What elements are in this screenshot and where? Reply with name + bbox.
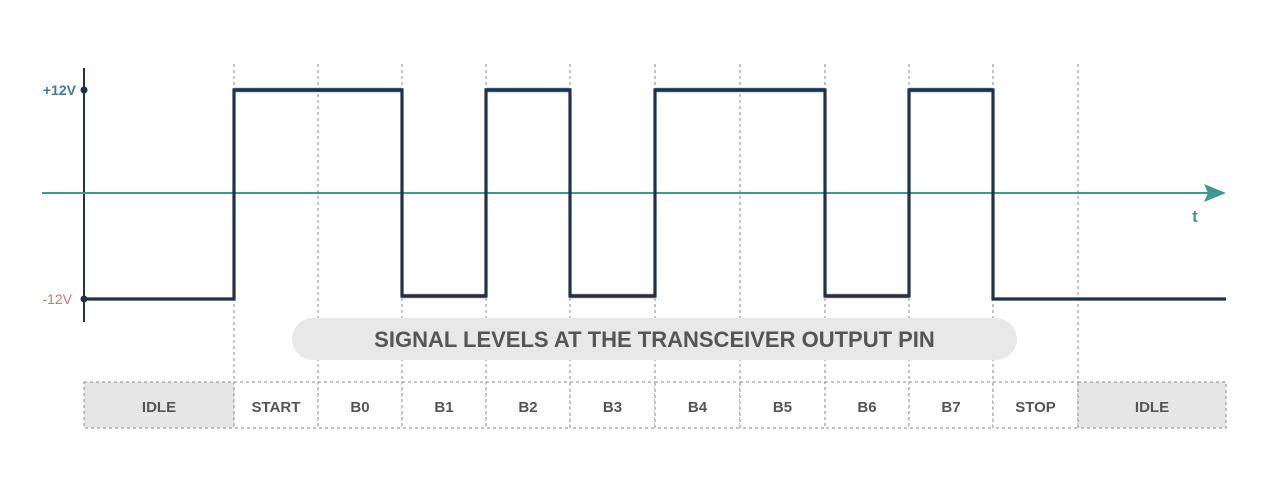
segment-label: STOP <box>1015 399 1056 416</box>
segment-label: B7 <box>941 399 960 416</box>
segment-label: B2 <box>518 399 537 416</box>
segment-row: IDLE START B0 B1 B2 B3 B4 B5 B6 B7 STOP IDLE <box>83 381 1227 429</box>
segment-label: B4 <box>688 399 708 416</box>
diagram-title: SIGNAL LEVELS AT THE TRANSCEIVER OUTPUT … <box>374 327 935 352</box>
segment-label: START <box>252 399 301 416</box>
segment-box <box>654 381 741 429</box>
segment-label: B3 <box>603 399 622 416</box>
time-axis-arrowhead-icon <box>1204 184 1226 202</box>
segment-box <box>233 381 319 429</box>
segment-box <box>739 381 826 429</box>
low-level-label: -12V <box>42 291 72 307</box>
segment-box <box>908 381 994 429</box>
segment-label: B0 <box>350 399 369 416</box>
segment-label: IDLE <box>142 399 176 416</box>
segment-box <box>992 381 1079 429</box>
segment-box <box>824 381 910 429</box>
segment-box <box>485 381 571 429</box>
segment-box <box>83 381 235 429</box>
segment-box <box>317 381 403 429</box>
segment-box <box>401 381 487 429</box>
high-level-marker <box>80 86 88 94</box>
segment-label: B5 <box>773 399 792 416</box>
high-level-label: +12V <box>43 82 77 98</box>
segment-box <box>1077 381 1227 429</box>
signal-waveform <box>84 88 1226 301</box>
time-axis-label: t <box>1192 207 1198 226</box>
segment-label: B6 <box>857 399 876 416</box>
segment-label: B1 <box>434 399 453 416</box>
segment-box <box>569 381 656 429</box>
title-pill <box>292 318 1017 360</box>
segment-label: IDLE <box>1135 399 1169 416</box>
